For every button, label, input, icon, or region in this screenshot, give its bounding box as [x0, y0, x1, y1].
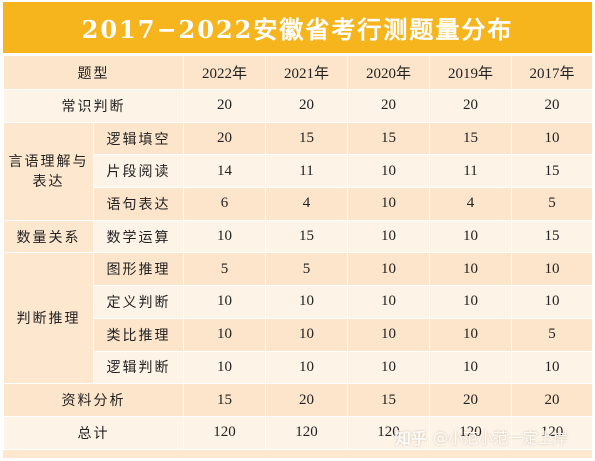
table-cell: 11 — [265, 154, 348, 189]
header-2021: 2021年 — [265, 55, 348, 90]
row-label-luoji-panduan: 逻辑判断 — [93, 350, 184, 385]
watermark: 知乎 @小范小范一定上岸 — [395, 422, 590, 452]
table-cell: 15 — [347, 121, 430, 156]
page-title: 2017−2022安徽省考行测题量分布 — [3, 2, 592, 55]
table-cell: 120 — [183, 415, 266, 450]
table-cell: 120 — [347, 415, 430, 450]
table-cell: 20 — [429, 383, 512, 417]
table-cell: 20 — [265, 89, 348, 123]
table-cell: 10 — [265, 285, 348, 319]
table-cell: 15 — [265, 121, 348, 156]
table-cell: 10 — [347, 252, 430, 287]
category-yanyu: 言语理解与表达 — [3, 121, 94, 221]
table-cell: 20 — [265, 383, 348, 417]
table-cell: 10 — [511, 121, 592, 156]
table-cell: 5 — [183, 252, 266, 287]
table-cell: 15 — [183, 383, 266, 417]
table-cell: 10 — [183, 317, 266, 352]
table-row: 言语理解与表达 逻辑填空 20 15 15 15 10 — [3, 121, 592, 221]
exam-distribution-table: 题型 2022年 2021年 2020年 2019年 2017年 常识判断 20… — [3, 55, 592, 450]
table-cell: 10 — [511, 252, 592, 287]
table-cell: 120 — [265, 415, 348, 450]
row-label-dingyi: 定义判断 — [93, 285, 184, 319]
header-2020: 2020年 — [347, 55, 430, 90]
table-cell: 20 — [347, 89, 430, 123]
table-cell: 10 — [265, 350, 348, 385]
row-label-pianduan: 片段阅读 — [93, 154, 184, 189]
table-row: 类比推理 10 10 10 10 5 — [4, 317, 592, 352]
table-row: 判断推理 图形推理 5 5 10 10 10 — [3, 252, 592, 385]
header-type: 题型 — [3, 55, 184, 90]
row-label-ziliao: 资料分析 — [3, 383, 184, 417]
table-cell: 10 — [183, 350, 266, 385]
table-cell: 15 — [511, 219, 592, 254]
table-cell: 10 — [511, 285, 592, 319]
table-cell: 4 — [429, 187, 512, 221]
table-cell: 11 — [429, 154, 512, 189]
header-2017: 2017年 — [511, 55, 592, 90]
table-card: 2017−2022安徽省考行测题量分布 题型 2022年 2021年 2020年… — [3, 2, 592, 458]
table-row: 片段阅读 14 11 10 11 15 — [4, 154, 592, 189]
table-cell: 10 — [511, 350, 592, 385]
table-cell: 10 — [347, 285, 430, 319]
table-row: 定义判断 10 10 10 10 10 — [4, 285, 592, 319]
table-cell: 15 — [429, 121, 512, 156]
row-label-luoji-tiankong: 逻辑填空 — [93, 121, 184, 156]
row-label-leibi: 类比推理 — [93, 317, 184, 352]
table-cell: 10 — [429, 219, 512, 254]
table-row: 资料分析 15 20 15 20 20 — [3, 383, 592, 417]
table-cell: 6 — [183, 187, 266, 221]
table-cell: 10 — [347, 154, 430, 189]
table-cell: 10 — [429, 350, 512, 385]
table-cell: 10 — [347, 219, 430, 254]
table-cell: 20 — [511, 383, 592, 417]
table-cell: 120 — [511, 415, 592, 450]
table-cell: 15 — [265, 219, 348, 254]
table-cell: 5 — [265, 252, 348, 287]
category-shuliang: 数量关系 — [3, 219, 94, 254]
table-row: 逻辑判断 10 10 10 10 10 — [4, 350, 592, 385]
table-cell: 10 — [347, 187, 430, 221]
table-row: 常识判断 20 20 20 20 20 — [3, 89, 592, 123]
table-cell: 10 — [265, 317, 348, 352]
table-cell: 10 — [183, 285, 266, 319]
table-cell: 15 — [347, 383, 430, 417]
table-row: 数量关系 数学运算 10 15 10 10 15 — [3, 219, 592, 254]
table-cell: 20 — [511, 89, 592, 123]
row-label-shuxue-yunsuan: 数学运算 — [93, 219, 184, 254]
table-cell: 120 — [429, 415, 512, 450]
table-cell: 10 — [183, 219, 266, 254]
table-cell: 10 — [429, 317, 512, 352]
table-cell: 5 — [511, 317, 592, 352]
table-cell: 10 — [429, 285, 512, 319]
row-label-changshi: 常识判断 — [3, 89, 184, 123]
total-row: 总计 120 120 120 120 120 — [3, 415, 592, 450]
table-cell: 4 — [265, 187, 348, 221]
watermark-brand: 知乎 — [395, 429, 428, 448]
category-panduan: 判断推理 — [3, 252, 94, 385]
table-cell: 20 — [183, 89, 266, 123]
table-cell: 10 — [347, 350, 430, 385]
row-label-total: 总计 — [3, 415, 184, 450]
table-cell: 10 — [347, 317, 430, 352]
watermark-handle: @小范小范一定上岸 — [433, 428, 569, 447]
header-row: 题型 2022年 2021年 2020年 2019年 2017年 — [3, 55, 592, 90]
table-cell: 10 — [429, 252, 512, 287]
header-2022: 2022年 — [183, 55, 266, 90]
table-cell: 20 — [183, 121, 266, 156]
row-label-yuju: 语句表达 — [93, 187, 184, 221]
row-label-tuxing: 图形推理 — [93, 252, 184, 287]
table-cell: 20 — [429, 89, 512, 123]
table-cell: 15 — [511, 154, 592, 189]
header-2019: 2019年 — [429, 55, 512, 90]
table-cell: 14 — [183, 154, 266, 189]
table-cell: 5 — [511, 187, 592, 221]
